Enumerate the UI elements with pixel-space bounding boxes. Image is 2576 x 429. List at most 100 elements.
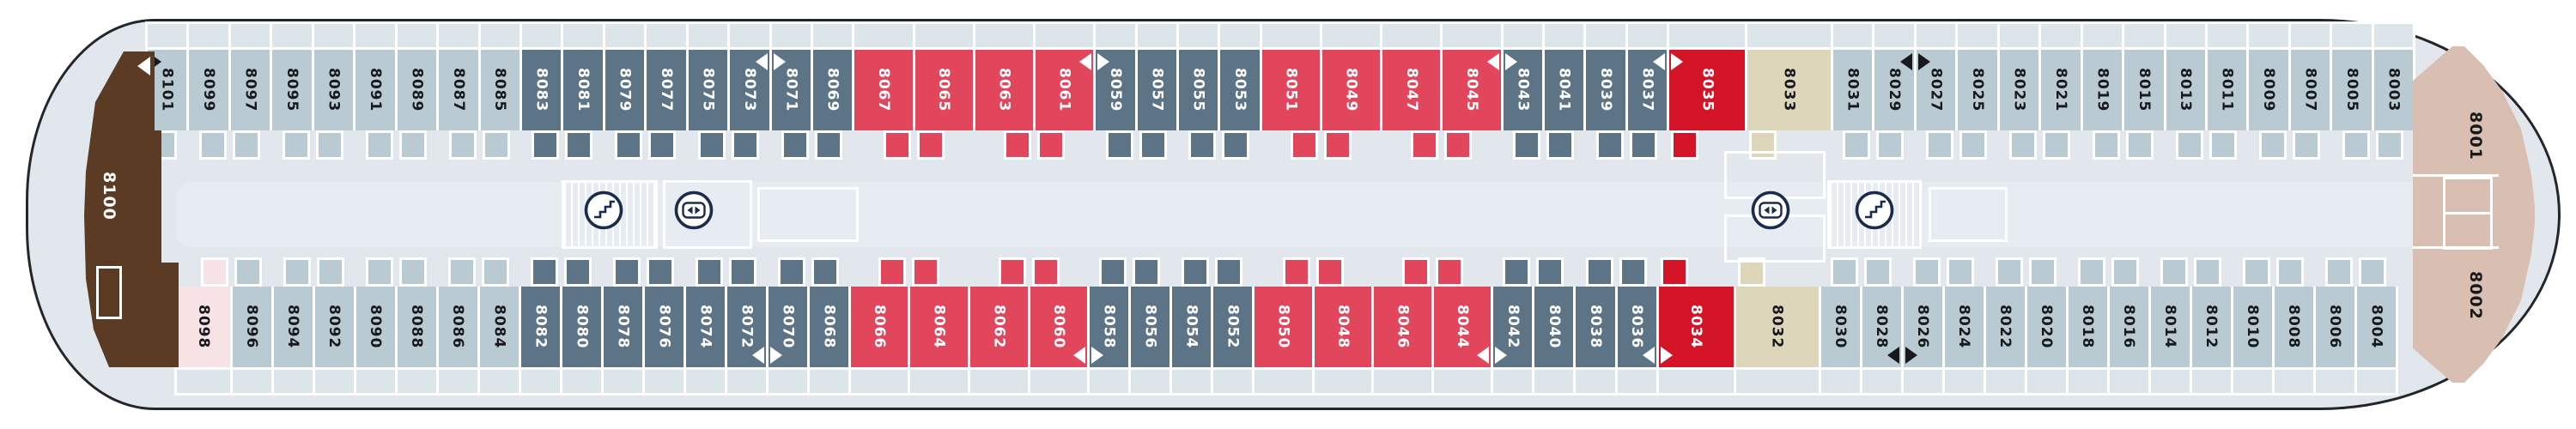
cabin-8052[interactable]: 8052 <box>1213 257 1253 367</box>
cabin-8071[interactable]: 8071 <box>771 50 811 160</box>
cabin-8025[interactable]: 8025 <box>1958 50 1997 160</box>
cabin-8011[interactable]: 8011 <box>2207 50 2247 160</box>
cabin-8097[interactable]: 8097 <box>230 50 270 160</box>
cabin-8096[interactable]: 8096 <box>232 257 271 367</box>
cabin-8074[interactable]: 8074 <box>685 257 725 367</box>
cabin-8078[interactable]: 8078 <box>603 257 642 367</box>
cabin-8028[interactable]: 8028 <box>1862 257 1901 367</box>
cabin-8098[interactable]: 8098 <box>177 257 230 367</box>
cabin-8047[interactable]: 8047 <box>1382 50 1441 160</box>
cabin-8082[interactable]: 8082 <box>520 257 560 367</box>
cabin-entry <box>1036 130 1065 160</box>
cabin-8007[interactable]: 8007 <box>2290 50 2330 160</box>
cabin-8092[interactable]: 8092 <box>314 257 354 367</box>
cabin-8042[interactable]: 8042 <box>1493 257 1533 367</box>
cabin-8018[interactable]: 8018 <box>2068 257 2107 367</box>
cabin-8041[interactable]: 8041 <box>1545 50 1584 160</box>
cabin-8046[interactable]: 8046 <box>1374 257 1431 367</box>
cabin-8054[interactable]: 8054 <box>1172 257 1212 367</box>
cabin-8086[interactable]: 8086 <box>438 257 477 367</box>
cabin-8035[interactable]: 8035 <box>1669 50 1746 160</box>
cabin-8003[interactable]: 8003 <box>2373 50 2414 160</box>
cabin-8030[interactable]: 8030 <box>1820 257 1860 367</box>
cabin-8056[interactable]: 8056 <box>1131 257 1170 367</box>
cabin-8063[interactable]: 8063 <box>975 50 1033 160</box>
cabin-8068[interactable]: 8068 <box>809 257 848 367</box>
cabin-8066[interactable]: 8066 <box>850 257 908 367</box>
cabin-8008[interactable]: 8008 <box>2274 257 2313 367</box>
cabin-8029[interactable]: 8029 <box>1874 50 1914 160</box>
cabin-8069[interactable]: 8069 <box>813 50 853 160</box>
cabin-8079[interactable]: 8079 <box>605 50 645 160</box>
cabin-8010[interactable]: 8010 <box>2233 257 2272 367</box>
cabin-8076[interactable]: 8076 <box>644 257 683 367</box>
cabin-8093[interactable]: 8093 <box>313 50 354 160</box>
cabin-8075[interactable]: 8075 <box>688 50 728 160</box>
cabin-8081[interactable]: 8081 <box>563 50 603 160</box>
cabin-8034[interactable]: 8034 <box>1658 257 1734 367</box>
cabin-8040[interactable]: 8040 <box>1534 257 1574 367</box>
cabin-8061[interactable]: 8061 <box>1035 50 1094 160</box>
cabin-8048[interactable]: 8048 <box>1314 257 1372 367</box>
cabin-8080[interactable]: 8080 <box>562 257 601 367</box>
cabin-8070[interactable]: 8070 <box>768 257 807 367</box>
cabin-8060[interactable]: 8060 <box>1030 257 1088 367</box>
cabin-8013[interactable]: 8013 <box>2166 50 2205 160</box>
cabin-8023[interactable]: 8023 <box>1999 50 2039 160</box>
cabin-8049[interactable]: 8049 <box>1322 50 1381 160</box>
cabin-8045[interactable]: 8045 <box>1443 50 1501 160</box>
cabin-8037[interactable]: 8037 <box>1627 50 1668 160</box>
cabin-8015[interactable]: 8015 <box>2124 50 2164 160</box>
cabin-8073[interactable]: 8073 <box>730 50 769 160</box>
cabin-8009[interactable]: 8009 <box>2249 50 2288 160</box>
cabin-8091[interactable]: 8091 <box>355 50 395 160</box>
cabin-8038[interactable]: 8038 <box>1576 257 1615 367</box>
cabin-8090[interactable]: 8090 <box>355 257 395 367</box>
cabin-8016[interactable]: 8016 <box>2109 257 2148 367</box>
cabin-8026[interactable]: 8026 <box>1903 257 1942 367</box>
cabin-8065[interactable]: 8065 <box>914 50 973 160</box>
cabin-8072[interactable]: 8072 <box>726 257 766 367</box>
cabin-8005[interactable]: 8005 <box>2332 50 2372 160</box>
cabin-8021[interactable]: 8021 <box>2041 50 2081 160</box>
cabin-8012[interactable]: 8012 <box>2191 257 2231 367</box>
balcony <box>1985 370 2025 393</box>
cabin-8033[interactable]: 8033 <box>1747 50 1832 160</box>
cabin-number: 8064 <box>930 305 948 349</box>
cabin-8043[interactable]: 8043 <box>1503 50 1542 160</box>
cabin-8031[interactable]: 8031 <box>1833 50 1873 160</box>
cabin-8085[interactable]: 8085 <box>480 50 519 160</box>
cabin-8084[interactable]: 8084 <box>479 257 519 367</box>
cabin-8053[interactable]: 8053 <box>1220 50 1260 160</box>
cabin-8067[interactable]: 8067 <box>854 50 913 160</box>
cabin-8088[interactable]: 8088 <box>397 257 436 367</box>
cabin-8077[interactable]: 8077 <box>647 50 686 160</box>
cabin-8087[interactable]: 8087 <box>439 50 478 160</box>
cabin-8062[interactable]: 8062 <box>970 257 1028 367</box>
cabin-8099[interactable]: 8099 <box>189 50 228 160</box>
cabin-8022[interactable]: 8022 <box>1985 257 2025 367</box>
cabin-8064[interactable]: 8064 <box>910 257 969 367</box>
cabin-8032[interactable]: 8032 <box>1735 257 1819 367</box>
cabin-8019[interactable]: 8019 <box>2082 50 2123 160</box>
cabin-8039[interactable]: 8039 <box>1586 50 1625 160</box>
cabin-8095[interactable]: 8095 <box>272 50 312 160</box>
cabin-8051[interactable]: 8051 <box>1261 50 1321 160</box>
cabin-8057[interactable]: 8057 <box>1137 50 1176 160</box>
cabin-8055[interactable]: 8055 <box>1179 50 1218 160</box>
balcony <box>1958 24 1997 47</box>
cabin-8004[interactable]: 8004 <box>2356 257 2396 367</box>
cabin-8089[interactable]: 8089 <box>397 50 437 160</box>
cabin-8006[interactable]: 8006 <box>2315 257 2354 367</box>
cabin-8044[interactable]: 8044 <box>1433 257 1492 367</box>
cabin-8024[interactable]: 8024 <box>1944 257 1984 367</box>
cabin-8020[interactable]: 8020 <box>2026 257 2066 367</box>
cabin-8050[interactable]: 8050 <box>1255 257 1312 367</box>
cabin-8083[interactable]: 8083 <box>521 50 562 160</box>
cabin-8027[interactable]: 8027 <box>1916 50 1956 160</box>
cabin-8036[interactable]: 8036 <box>1617 257 1656 367</box>
cabin-8058[interactable]: 8058 <box>1090 257 1129 367</box>
cabin-8059[interactable]: 8059 <box>1096 50 1135 160</box>
cabin-8014[interactable]: 8014 <box>2150 257 2190 367</box>
cabin-8094[interactable]: 8094 <box>273 257 313 367</box>
